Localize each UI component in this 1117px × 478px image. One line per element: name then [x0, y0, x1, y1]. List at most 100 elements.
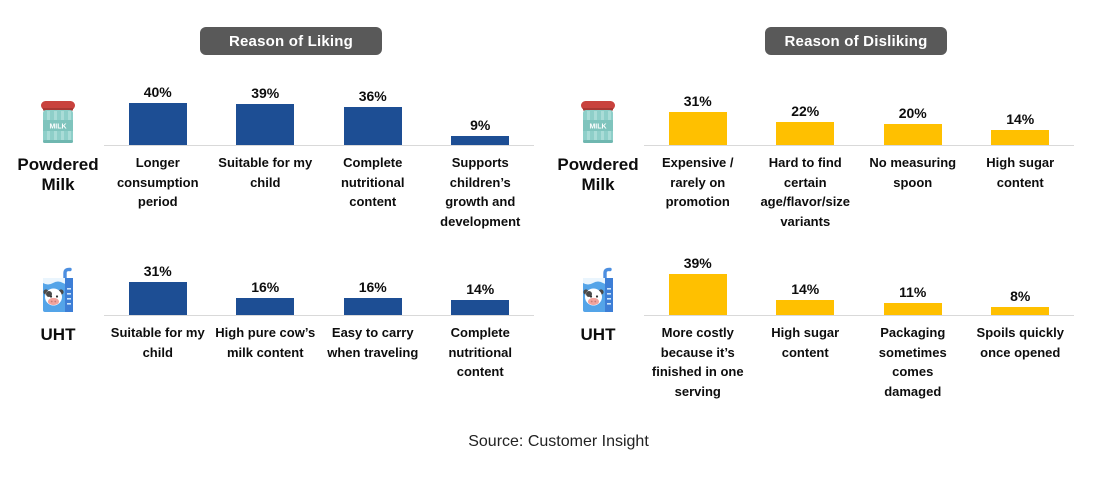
product-name: Powdered Milk: [557, 155, 639, 195]
bar: [236, 298, 295, 315]
svg-text:MILK: MILK: [49, 124, 66, 131]
category-label: Packaging sometimes comes damaged: [878, 325, 947, 399]
liking-header-pill: Reason of Liking: [200, 27, 382, 55]
category-label: Hard to find certain age/flavor/size var…: [760, 155, 851, 229]
liking-powdered-milk-row: MILK Powdered Milk 40% 39% 36% 9% Longer co…: [12, 71, 534, 231]
bar-group: 31%: [104, 263, 212, 315]
bar-value-label: 9%: [470, 116, 491, 133]
product-name: UHT: [40, 325, 76, 344]
category-labels-row: Suitable for my child High pure cow’s mil…: [104, 316, 534, 382]
disliking-header-label: Reason of Disliking: [784, 32, 928, 50]
bar-group: 9%: [427, 117, 535, 145]
bar-value-label: 16%: [358, 279, 387, 296]
disliking-panel: MILK Powdered Milk 31% 22% 20% 14% Expensiv…: [552, 0, 1074, 430]
category-label: Supports children’s growth and developme…: [440, 155, 521, 229]
bar-group: 31%: [644, 93, 752, 145]
category-label: Suitable for my child: [218, 155, 313, 190]
icon-wrap: [576, 241, 620, 316]
category-labels-row: Longer consumption period Suitable for my…: [104, 146, 534, 231]
chart-area: 40% 39% 36% 9% Longer consumption period Sui…: [104, 71, 534, 231]
row-label-block: MILK Powdered Milk: [552, 71, 644, 231]
bar: [451, 300, 510, 315]
bar-value-label: 40%: [143, 84, 172, 100]
bar-group: 16%: [319, 279, 427, 315]
row-label-block: UHT: [552, 241, 644, 401]
icon-wrap: MILK: [578, 71, 618, 146]
bar-group: 8%: [967, 288, 1075, 315]
category-label: Complete nutritional content: [448, 325, 513, 379]
bar-value-label: 16%: [251, 279, 280, 296]
liking-header-label: Reason of Liking: [228, 32, 354, 50]
category-label: More costly because it’s finished in one…: [651, 325, 744, 399]
bar: [668, 274, 727, 315]
bar-value-label: 8%: [1010, 287, 1031, 304]
bar-group: 39%: [644, 255, 752, 315]
bar-group: 39%: [212, 85, 320, 145]
bar-group: 22%: [752, 103, 860, 145]
bar-value-label: 22%: [791, 102, 820, 119]
bar-value-label: 39%: [251, 85, 280, 102]
bars-row: 39% 14% 11% 8%: [644, 241, 1074, 316]
bar-value-label: 36%: [358, 88, 387, 105]
bar-value-label: 14%: [466, 281, 495, 298]
category-label: Easy to carry when traveling: [327, 325, 419, 360]
chart-area: 39% 14% 11% 8% More costly because it’s fin…: [644, 241, 1074, 401]
chart-area: 31% 16% 16% 14% Suitable for my child High p…: [104, 241, 534, 382]
category-label: Expensive / rarely on promotion: [661, 155, 734, 209]
category-label: High sugar content: [986, 155, 1055, 190]
icon-wrap: MILK: [38, 71, 78, 146]
uht-milk-carton-icon: [583, 267, 613, 312]
icon-wrap: [36, 241, 80, 316]
powdered-milk-can-icon: MILK: [41, 101, 75, 143]
disliking-uht-row: UHT 39% 14% 11% 8% More costly because it’s…: [552, 241, 1074, 401]
liking-uht-row: UHT 31% 16% 16% 14% Suitable for my child Hi…: [12, 241, 534, 382]
bar-group: 20%: [859, 105, 967, 145]
disliking-powdered-milk-row: MILK Powdered Milk 31% 22% 20% 14% Expensiv…: [552, 71, 1074, 231]
bar-value-label: 31%: [683, 93, 712, 110]
category-label: Complete nutritional content: [340, 155, 405, 209]
bar: [451, 135, 510, 145]
bar: [883, 124, 942, 145]
product-name: Powdered Milk: [17, 155, 99, 195]
category-labels-row: Expensive / rarely on promotion Hard to f…: [644, 146, 1074, 231]
category-label: Spoils quickly once opened: [976, 325, 1064, 360]
source-text: Source: Customer Insight: [468, 433, 649, 450]
disliking-header-pill: Reason of Disliking: [765, 27, 947, 55]
row-label-block: MILK Powdered Milk: [12, 71, 104, 231]
svg-text:MILK: MILK: [589, 124, 606, 131]
bar: [776, 300, 835, 315]
bars-row: 31% 16% 16% 14%: [104, 241, 534, 316]
bar: [991, 306, 1050, 315]
row-label-block: UHT: [12, 241, 104, 382]
category-label: High pure cow’s milk content: [215, 325, 316, 360]
bars-row: 31% 22% 20% 14%: [644, 71, 1074, 146]
category-label: Longer consumption period: [116, 155, 199, 209]
bar-value-label: 11%: [899, 284, 927, 301]
bar: [883, 303, 942, 315]
bar: [343, 298, 402, 315]
bar-group: 40%: [104, 84, 212, 145]
bar: [128, 282, 187, 315]
bar-value-label: 14%: [1006, 111, 1035, 128]
bar-group: 36%: [319, 88, 427, 145]
liking-panel: MILK Powdered Milk 40% 39% 36% 9% Longer co…: [12, 0, 534, 430]
bar-group: 16%: [212, 279, 320, 315]
category-label: No measuring spoon: [869, 155, 957, 190]
uht-milk-carton-icon: [43, 267, 73, 312]
bar: [776, 121, 835, 145]
bar: [236, 104, 295, 145]
bars-row: 40% 39% 36% 9%: [104, 71, 534, 146]
category-labels-row: More costly because it’s finished in one…: [644, 316, 1074, 401]
chart-area: 31% 22% 20% 14% Expensive / rarely on promo…: [644, 71, 1074, 231]
bar-group: 14%: [752, 281, 860, 315]
bar-value-label: 39%: [683, 255, 712, 272]
bar-value-label: 14%: [791, 281, 820, 298]
bar-value-label: 31%: [143, 263, 172, 280]
category-label: Suitable for my child: [110, 325, 205, 360]
bar-group: 11%: [859, 284, 967, 315]
product-name: UHT: [580, 325, 616, 344]
powdered-milk-can-icon: MILK: [581, 101, 615, 143]
bar: [991, 130, 1050, 145]
bar-value-label: 20%: [898, 105, 927, 121]
